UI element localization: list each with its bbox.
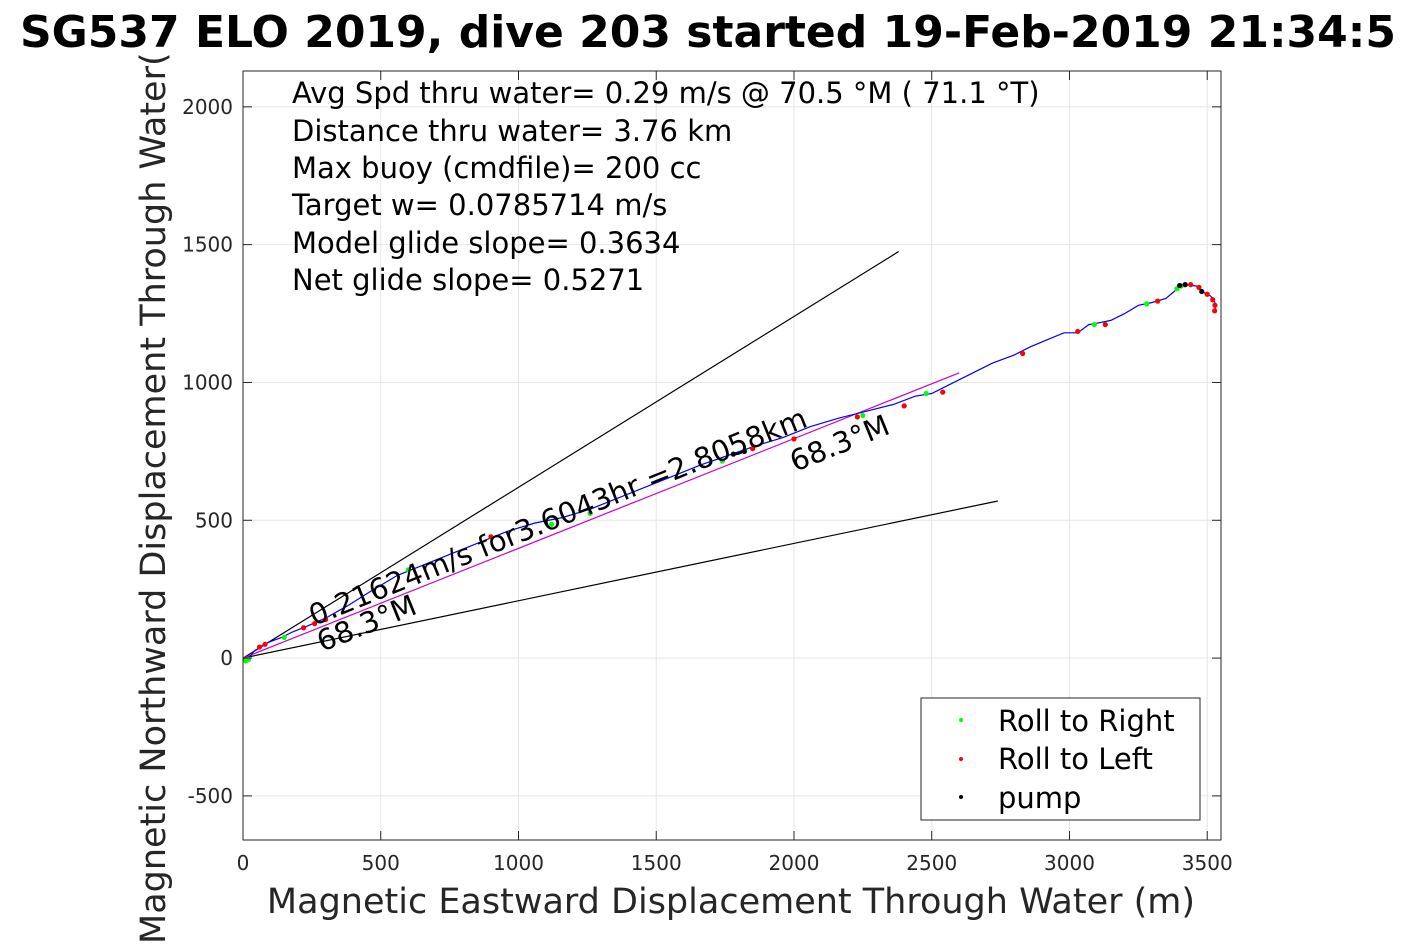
y-tick-label: 500 <box>195 508 233 532</box>
legend-box <box>920 697 1201 821</box>
track-series <box>242 283 1217 662</box>
track-markers <box>243 282 1218 664</box>
marker-roll-right <box>1091 321 1097 328</box>
y-tick-label: 1000 <box>182 370 233 394</box>
info-distance: Distance thru water= 3.76 km <box>292 114 732 148</box>
grid <box>242 71 1221 840</box>
marker-pump <box>741 448 747 454</box>
marker-roll-left <box>1075 328 1081 335</box>
marker-pump <box>1177 282 1183 289</box>
marker-roll-right <box>281 634 287 641</box>
marker-roll-left <box>940 389 946 395</box>
marker-roll-right <box>587 510 593 516</box>
marker-roll-right <box>548 521 555 528</box>
reference-lines <box>242 251 998 659</box>
marker-roll-right <box>923 390 929 397</box>
marker-roll-left <box>901 403 907 409</box>
marker-roll-left <box>1188 282 1194 288</box>
marker-roll-left <box>791 436 797 442</box>
y-axis-label: Magnetic Northward Displacement Through … <box>134 52 174 944</box>
y-tick-label: 0 <box>220 646 233 670</box>
x-tick-label: 3500 <box>1182 851 1233 875</box>
marker-roll-left <box>301 625 307 631</box>
legend: Roll to Right Roll to Left pump <box>920 697 1201 821</box>
x-tick-label: 1000 <box>493 851 544 875</box>
marker-roll-right <box>860 412 866 419</box>
chart-title: SG537 ELO 2019, dive 203 started 19-Feb-… <box>20 7 1396 58</box>
marker-roll-left <box>312 621 318 627</box>
legend-label-roll-left: Roll to Left <box>998 742 1153 776</box>
marker-roll-right <box>1144 301 1150 307</box>
marker-roll-left <box>854 414 860 420</box>
marker-roll-left <box>1155 298 1161 304</box>
info-max-buoy: Max buoy (cmdfile)= 200 cc <box>292 151 701 185</box>
x-tick-label: 3000 <box>1044 851 1095 875</box>
marker-roll-right <box>405 567 411 573</box>
y-tick-label: 2000 <box>182 95 233 119</box>
marker-roll-left <box>1204 291 1210 297</box>
marker-roll-left <box>1212 308 1218 314</box>
legend-marker-roll-left <box>959 757 963 761</box>
marker-roll-left <box>488 534 494 540</box>
legend-marker-pump <box>959 795 963 799</box>
marker-pump <box>730 451 736 457</box>
series-line-track <box>242 283 1217 662</box>
x-axis-label: Magnetic Eastward Displacement Through W… <box>267 882 1195 922</box>
marker-roll-right <box>719 458 725 464</box>
marker-roll-left <box>1020 350 1026 357</box>
marker-roll-left <box>1212 302 1218 308</box>
marker-roll-left <box>1102 321 1108 328</box>
x-tick-label: 1500 <box>631 851 682 875</box>
marker-roll-left <box>256 644 263 650</box>
axis-ticks: 0 500 1000 1500 2000 2500 3000 3500 -500 0 500 1000… <box>182 71 1233 875</box>
y-tick-label: -500 <box>188 784 233 808</box>
marker-roll-left <box>750 446 756 452</box>
x-tick-label: 0 <box>237 851 250 875</box>
x-tick-label: 2000 <box>769 851 820 875</box>
marker-roll-left <box>262 641 268 647</box>
info-model-glide-slope: Model glide slope= 0.3634 <box>292 226 680 260</box>
info-avg-speed: Avg Spd thru water= 0.29 m/s @ 70.5 °M (… <box>292 76 1040 110</box>
info-target-w: Target w= 0.0785714 m/s <box>291 188 667 222</box>
marker-pump <box>1182 282 1188 288</box>
marker-roll-left <box>1196 284 1202 290</box>
marker-pump <box>1199 288 1205 295</box>
legend-marker-roll-right <box>959 718 963 722</box>
legend-label-roll-right: Roll to Right <box>998 704 1175 738</box>
reference-line-lower-envelope <box>242 500 998 659</box>
x-tick-label: 500 <box>362 851 400 875</box>
plot-frame <box>242 70 1222 841</box>
reference-line-target-heading <box>242 372 960 659</box>
marker-roll-left <box>323 616 329 623</box>
legend-label-pump: pump <box>998 781 1081 815</box>
reference-line-upper-envelope <box>242 251 899 659</box>
y-tick-label: 1500 <box>182 233 233 257</box>
info-net-glide-slope: Net glide slope= 0.5271 <box>292 263 644 297</box>
x-tick-label: 2500 <box>906 851 957 875</box>
annotation-speed-distance: 0.21624m/s for3.6043hr =2.8058km <box>304 401 812 633</box>
marker-roll-left <box>1210 297 1216 303</box>
info-text-block: Avg Spd thru water= 0.29 m/s @ 70.5 °M (… <box>291 76 1040 297</box>
